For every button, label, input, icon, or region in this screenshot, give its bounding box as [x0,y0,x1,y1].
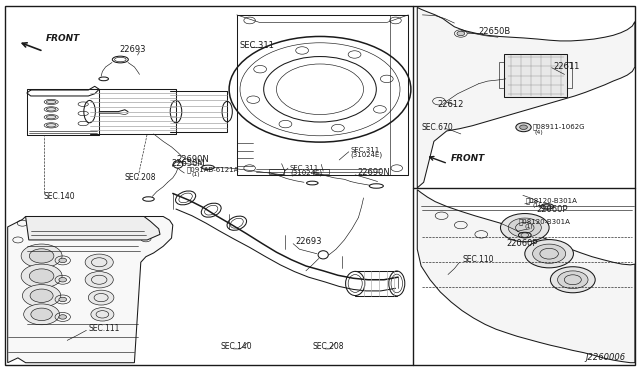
Circle shape [21,244,62,268]
Bar [237,15,408,175]
Circle shape [91,308,114,321]
Polygon shape [417,190,635,363]
Circle shape [59,278,67,282]
Text: Ⓐ08120-B301A: Ⓐ08120-B301A [526,198,578,204]
Circle shape [30,289,53,302]
Ellipse shape [47,100,56,104]
Circle shape [457,31,465,36]
Circle shape [21,264,62,288]
Text: (4): (4) [534,130,543,135]
Polygon shape [417,7,635,188]
Polygon shape [26,217,160,240]
Text: SEC.110: SEC.110 [462,255,493,264]
Text: (1): (1) [192,172,200,177]
Text: SEC.311: SEC.311 [240,41,275,50]
Text: (1): (1) [525,224,533,229]
Text: SEC.111: SEC.111 [88,324,120,333]
Ellipse shape [47,124,56,127]
Text: Ⓐ08911-1062G: Ⓐ08911-1062G [532,123,585,130]
Text: SEC.140: SEC.140 [44,192,75,201]
Ellipse shape [47,115,56,119]
Text: Ⓐ091AB-6121A: Ⓐ091AB-6121A [187,166,239,173]
Text: FRONT: FRONT [46,34,81,43]
Circle shape [516,123,531,132]
Text: 22693: 22693 [120,45,147,54]
Text: (31024E): (31024E) [290,170,322,176]
Bar [269,169,284,174]
Circle shape [59,297,67,302]
Circle shape [520,125,527,129]
Circle shape [31,308,52,321]
Bar [567,62,572,88]
Circle shape [521,233,529,237]
Circle shape [59,258,67,263]
Circle shape [24,304,60,325]
Ellipse shape [518,232,531,238]
Circle shape [550,267,595,293]
Text: Ⓐ08120-B301A: Ⓐ08120-B301A [518,218,570,225]
Text: SEC.311: SEC.311 [351,147,380,153]
Circle shape [85,272,113,288]
Circle shape [59,315,67,319]
Text: 22690N: 22690N [357,169,390,177]
Text: (1): (1) [532,203,541,208]
Bar [314,169,329,174]
Text: SEC.208: SEC.208 [125,173,156,182]
Text: FRONT: FRONT [451,154,486,163]
Text: 22060P: 22060P [507,239,538,248]
Circle shape [29,269,54,283]
Text: SEC.670: SEC.670 [421,123,453,132]
Polygon shape [8,217,173,363]
Circle shape [29,249,54,263]
Text: J2260006: J2260006 [586,353,626,362]
Text: 22650M: 22650M [172,159,205,168]
Circle shape [532,244,566,263]
Bar [504,54,567,97]
Text: 22611: 22611 [554,62,580,71]
Text: 22060P: 22060P [536,205,568,214]
Circle shape [88,290,114,305]
Text: SEC.208: SEC.208 [312,342,344,351]
Text: 22690N: 22690N [176,155,209,164]
Circle shape [508,218,541,237]
Circle shape [22,285,61,307]
Circle shape [543,204,551,209]
Text: 22612: 22612 [437,100,463,109]
Text: 22650B: 22650B [479,28,511,36]
Text: (31024E): (31024E) [351,151,383,158]
Circle shape [557,271,588,289]
Bar [499,62,504,88]
Text: SEC.311: SEC.311 [290,165,319,171]
Text: 22693: 22693 [296,237,322,246]
Circle shape [525,240,573,268]
Ellipse shape [541,204,554,209]
Ellipse shape [47,108,56,111]
Circle shape [500,214,549,242]
Circle shape [85,254,113,270]
Text: SEC.140: SEC.140 [221,342,252,351]
